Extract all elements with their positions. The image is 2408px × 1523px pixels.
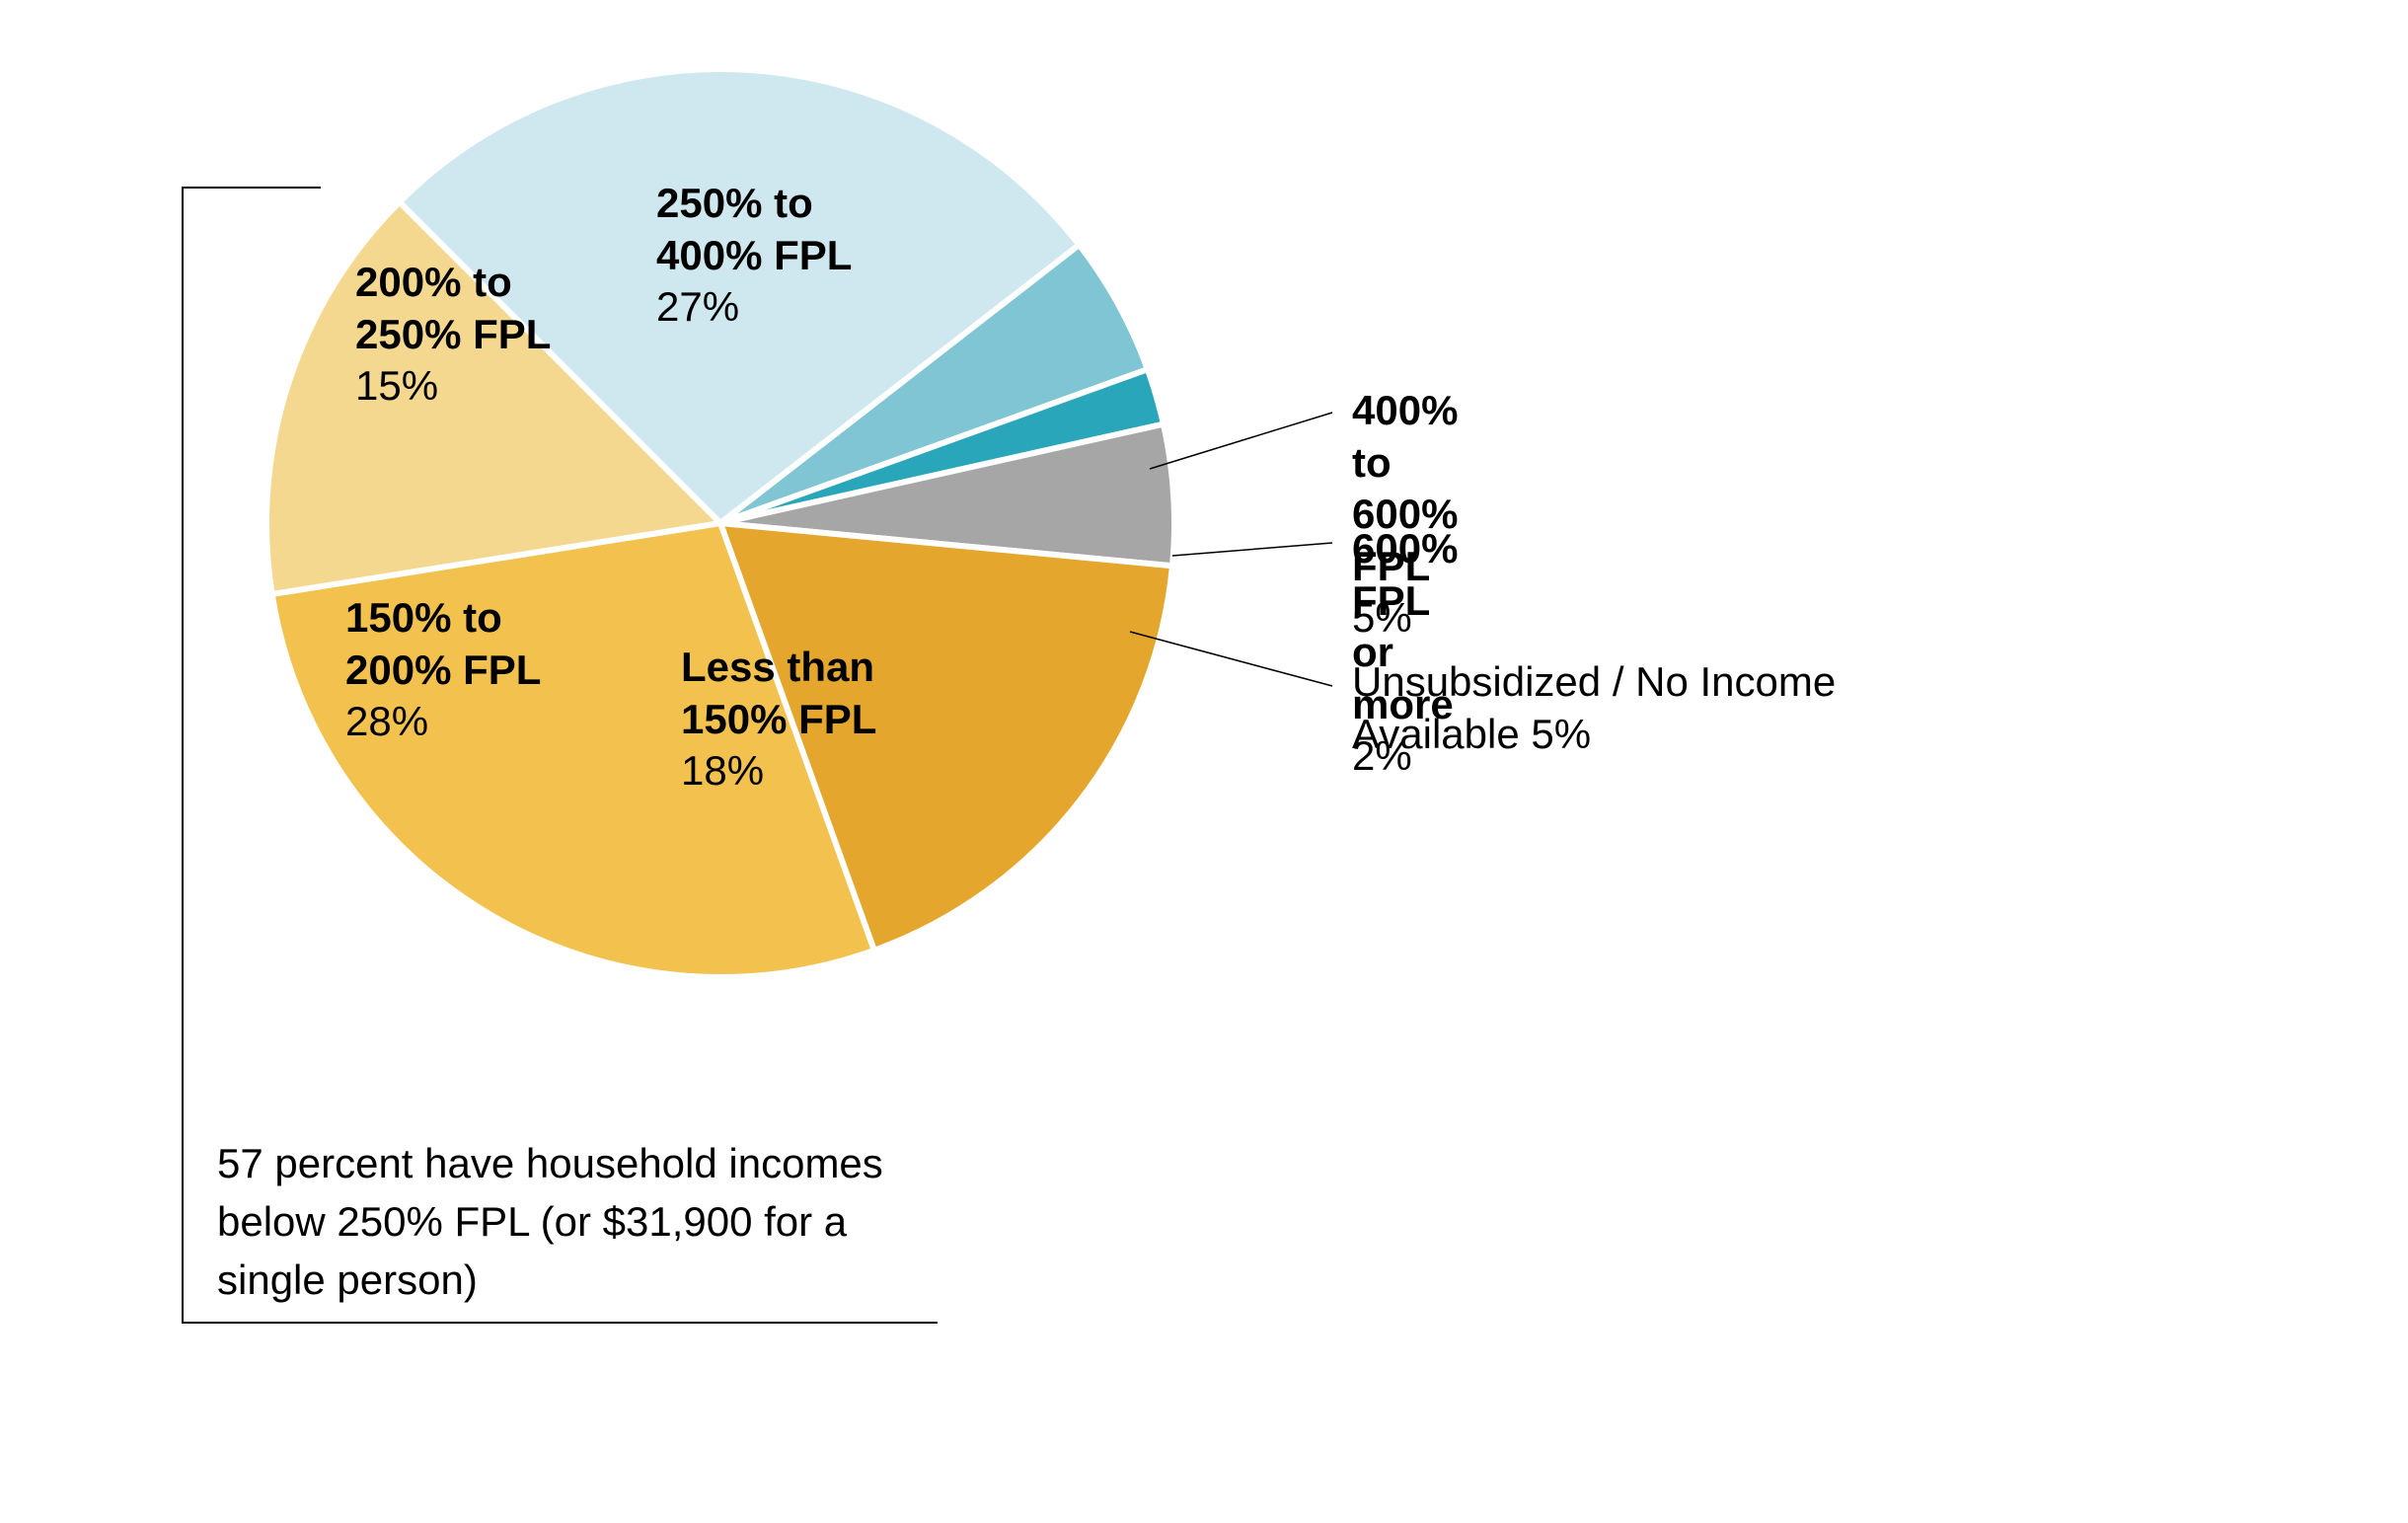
caption-line1: 57 percent have household incomes bbox=[217, 1140, 883, 1186]
bracket-caption: 57 percent have household incomes below 2… bbox=[217, 1135, 883, 1309]
slice-label-line2: 400% FPL bbox=[656, 232, 852, 278]
slice-label-250-400: 250% to 400% FPL 27% bbox=[656, 178, 852, 334]
slice-label-pct: 18% bbox=[681, 747, 764, 794]
slice-label-pct: 28% bbox=[345, 698, 428, 744]
slice-label-150-200: 150% to 200% FPL 28% bbox=[345, 592, 541, 748]
pie-chart-container: 250% to400% FPL27%400% to 600% FPL 5%600… bbox=[79, 59, 1461, 1481]
caption-line3: single person) bbox=[217, 1256, 478, 1303]
slice-label-line1: Less than bbox=[681, 644, 874, 690]
slice-label-line1: 250% to bbox=[656, 180, 813, 226]
slice-label-pct: 15% bbox=[355, 362, 438, 409]
slice-label-line1: 150% to bbox=[345, 594, 502, 641]
slice-label-pct: 27% bbox=[656, 283, 739, 330]
slice-label-line2: 250% FPL bbox=[355, 311, 551, 357]
caption-line2: below 250% FPL (or $31,900 for a bbox=[217, 1198, 847, 1245]
slice-label-line2: 200% FPL bbox=[345, 647, 541, 693]
slice-label-unsubsidized: Unsubsidized / No IncomeAvailable 5% bbox=[1352, 656, 1964, 760]
slice-label-text: Unsubsidized / No IncomeAvailable 5% bbox=[1352, 658, 1836, 757]
slice-label-lt-150: Less than 150% FPL 18% bbox=[681, 642, 876, 798]
leader-line-600-plus bbox=[1172, 543, 1332, 556]
slice-label-line1: 200% to bbox=[355, 259, 512, 305]
slice-label-line2: 150% FPL bbox=[681, 696, 876, 742]
slice-label-200-250: 200% to 250% FPL 15% bbox=[355, 257, 551, 413]
